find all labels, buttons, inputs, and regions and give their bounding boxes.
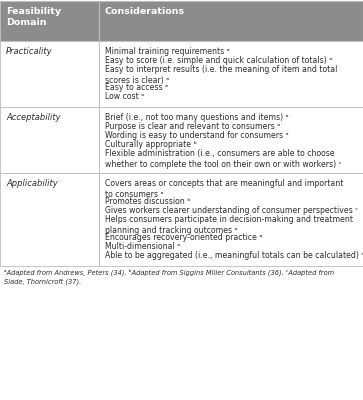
Bar [0,107,99,173]
Text: Easy to score (i.e. simple and quick calculation of totals) ᵃ: Easy to score (i.e. simple and quick cal… [105,56,332,65]
Text: Brief (i.e., not too many questions and items) ᵃ: Brief (i.e., not too many questions and … [105,113,288,122]
Text: Helps consumers participate in decision-making and treatment
planning and tracki: Helps consumers participate in decision-… [105,215,353,235]
Text: Wording is easy to understand for consumers ᵃ: Wording is easy to understand for consum… [105,131,288,140]
Bar [99,1,363,41]
Text: Promotes discussion ᵇ: Promotes discussion ᵇ [105,197,190,206]
Bar [99,41,363,107]
Text: Feasibility
Domain: Feasibility Domain [6,7,61,27]
Text: Easy to access ᵃ: Easy to access ᵃ [105,83,168,92]
Bar [0,41,99,107]
Text: Applicability: Applicability [6,179,58,188]
Text: Multi-dimensional ᵃ: Multi-dimensional ᵃ [105,242,180,251]
Text: Covers areas or concepts that are meaningful and important
to consumers ᵃ: Covers areas or concepts that are meanin… [105,179,343,199]
Text: ᵃAdapted from Andrews, Peters (34). ᵇAdapted from Siggins Miller Consultants (36: ᵃAdapted from Andrews, Peters (34). ᵇAda… [4,269,334,285]
Bar [0,1,99,41]
Text: Flexible administration (i.e., consumers are able to choose
whether to complete : Flexible administration (i.e., consumers… [105,149,341,169]
Bar [99,173,363,266]
Text: Culturally appropriate ᵇ: Culturally appropriate ᵇ [105,140,197,149]
Text: Encourages recovery-oriented practice ᵃ: Encourages recovery-oriented practice ᵃ [105,233,262,242]
Text: Purpose is clear and relevant to consumers ᵃ: Purpose is clear and relevant to consume… [105,122,280,131]
Text: Practicality: Practicality [6,47,53,56]
Text: Gives workers clearer understanding of consumer perspectives ᶜ: Gives workers clearer understanding of c… [105,206,358,215]
Text: Considerations: Considerations [105,7,185,16]
Text: Low cost ᵃ: Low cost ᵃ [105,92,144,101]
Text: Easy to interpret results (i.e. the meaning of item and total
scores is clear) ᵃ: Easy to interpret results (i.e. the mean… [105,65,337,85]
Text: Minimal training requirements ᵃ: Minimal training requirements ᵃ [105,47,229,56]
Text: Acceptability: Acceptability [6,113,61,122]
Bar [0,173,99,266]
Bar [99,107,363,173]
Text: Able to be aggregated (i.e., meaningful totals can be calculated) ᵃ: Able to be aggregated (i.e., meaningful … [105,251,363,260]
